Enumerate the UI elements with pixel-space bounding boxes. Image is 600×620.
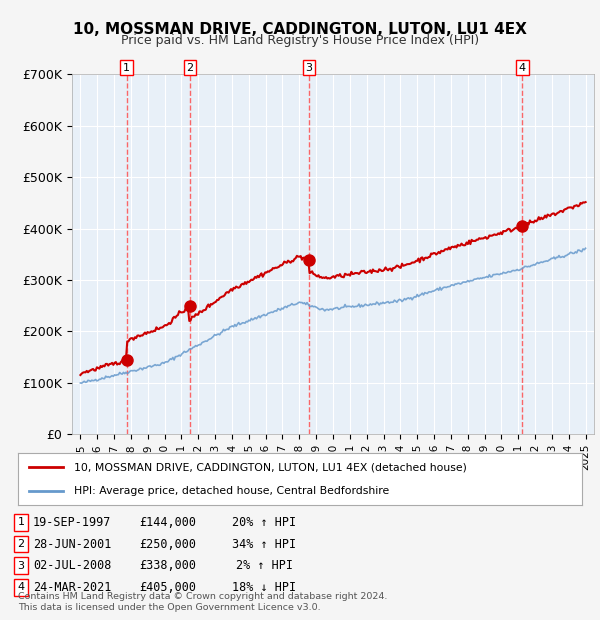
Text: 1: 1	[17, 517, 25, 528]
Text: 10, MOSSMAN DRIVE, CADDINGTON, LUTON, LU1 4EX (detached house): 10, MOSSMAN DRIVE, CADDINGTON, LUTON, LU…	[74, 463, 467, 472]
Text: 18% ↓ HPI: 18% ↓ HPI	[232, 581, 296, 594]
Text: 28-JUN-2001: 28-JUN-2001	[33, 538, 111, 551]
Text: HPI: Average price, detached house, Central Bedfordshire: HPI: Average price, detached house, Cent…	[74, 485, 389, 495]
Text: 24-MAR-2021: 24-MAR-2021	[33, 581, 111, 594]
Text: 20% ↑ HPI: 20% ↑ HPI	[232, 516, 296, 529]
Text: £338,000: £338,000	[140, 559, 197, 572]
Text: 3: 3	[305, 63, 313, 73]
Text: This data is licensed under the Open Government Licence v3.0.: This data is licensed under the Open Gov…	[18, 603, 320, 612]
Text: Price paid vs. HM Land Registry's House Price Index (HPI): Price paid vs. HM Land Registry's House …	[121, 34, 479, 47]
Text: £144,000: £144,000	[140, 516, 197, 529]
Text: 4: 4	[17, 582, 25, 593]
Text: 19-SEP-1997: 19-SEP-1997	[33, 516, 111, 529]
Text: 2: 2	[17, 539, 25, 549]
Text: £250,000: £250,000	[140, 538, 197, 551]
Text: 02-JUL-2008: 02-JUL-2008	[33, 559, 111, 572]
Text: 3: 3	[17, 560, 25, 571]
Text: 4: 4	[519, 63, 526, 73]
Text: 1: 1	[123, 63, 130, 73]
Text: 2: 2	[187, 63, 193, 73]
Text: 34% ↑ HPI: 34% ↑ HPI	[232, 538, 296, 551]
Text: 10, MOSSMAN DRIVE, CADDINGTON, LUTON, LU1 4EX: 10, MOSSMAN DRIVE, CADDINGTON, LUTON, LU…	[73, 22, 527, 37]
Text: Contains HM Land Registry data © Crown copyright and database right 2024.: Contains HM Land Registry data © Crown c…	[18, 591, 388, 601]
Text: £405,000: £405,000	[140, 581, 197, 594]
Text: 2% ↑ HPI: 2% ↑ HPI	[235, 559, 293, 572]
